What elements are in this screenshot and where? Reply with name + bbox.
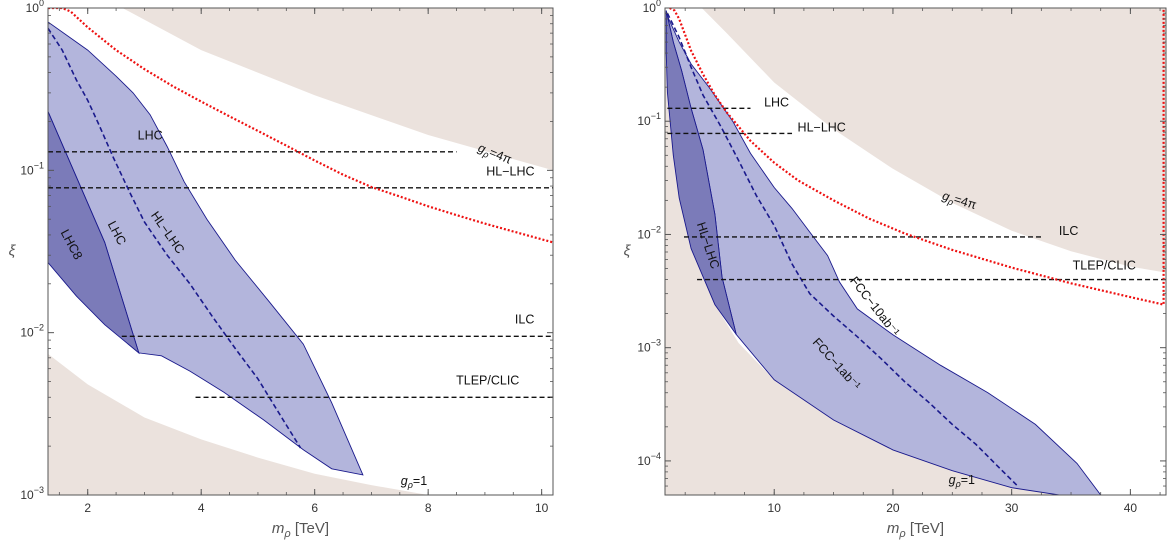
excluded-region-upper — [701, 8, 1166, 273]
y-tick-label: 10−1 — [637, 111, 661, 128]
label-g1: gρ=1 — [949, 473, 975, 489]
x-tick-label: 2 — [84, 501, 91, 515]
label-tlep-line: TLEP/CLIC — [1073, 259, 1136, 273]
label-lhc-line: LHC — [138, 128, 163, 142]
label-g1: gρ=1 — [401, 474, 427, 490]
plot-frame — [664, 7, 1167, 496]
label-lhc-line: LHC — [764, 95, 789, 109]
x-tick-label: 40 — [1124, 501, 1138, 515]
left-plot: 2 4 6 8 10 100 10−1 10−2 10−3 mρ [TeV] ξ LHC HL−LHC I… — [9, 0, 554, 540]
label-hllhc-line: HL−LHC — [486, 164, 534, 178]
x-tick-label: 20 — [886, 501, 900, 515]
label-tlep-line: TLEP/CLIC — [456, 373, 519, 387]
y-axis-title: ξ — [624, 243, 632, 260]
naturalness-curve — [48, 8, 553, 244]
plot-frame — [47, 7, 554, 496]
central-curve — [666, 12, 1019, 487]
excluded-region-upper — [122, 8, 553, 171]
plot-area — [665, 8, 1166, 495]
right-plot: 10 20 30 40 100 10−1 10−2 10−3 10−4 mρ [TeV] ξ LHC H… — [624, 0, 1167, 540]
plot-area — [48, 8, 553, 495]
x-tick-label: 4 — [198, 501, 205, 515]
central-curve — [48, 27, 302, 449]
x-tick-label: 8 — [425, 501, 432, 515]
band-hl-lhc — [665, 10, 737, 335]
y-tick-label: 10−2 — [20, 323, 44, 340]
label-ilc-line: ILC — [1059, 224, 1078, 238]
y-tick-label: 10−1 — [20, 160, 44, 177]
x-tick-label: 10 — [768, 501, 782, 515]
y-tick-label: 100 — [643, 0, 661, 15]
y-tick-label: 10−3 — [637, 338, 661, 355]
naturalness-curve — [669, 8, 1165, 306]
x-tick-label: 30 — [1005, 501, 1019, 515]
label-g4pi: gρ=4π — [940, 189, 978, 215]
y-tick-label: 100 — [26, 0, 44, 15]
band-lhc — [48, 21, 364, 476]
excluded-region-lower — [48, 353, 429, 495]
y-tick-label: 10−4 — [637, 451, 661, 468]
excluded-region-lower — [665, 47, 1060, 495]
x-axis-title: mρ [TeV] — [887, 520, 944, 540]
y-tick-label: 10−3 — [20, 485, 44, 502]
x-axis-title: mρ [TeV] — [272, 520, 329, 540]
x-tick-label: 10 — [535, 501, 549, 515]
label-ilc-line: ILC — [515, 312, 534, 326]
y-axis-title: ξ — [9, 243, 17, 260]
x-tick-label: 6 — [311, 501, 318, 515]
band-lhc8 — [48, 111, 140, 355]
y-tick-label: 10−2 — [637, 224, 661, 241]
label-hllhc-line: HL−LHC — [798, 121, 846, 135]
